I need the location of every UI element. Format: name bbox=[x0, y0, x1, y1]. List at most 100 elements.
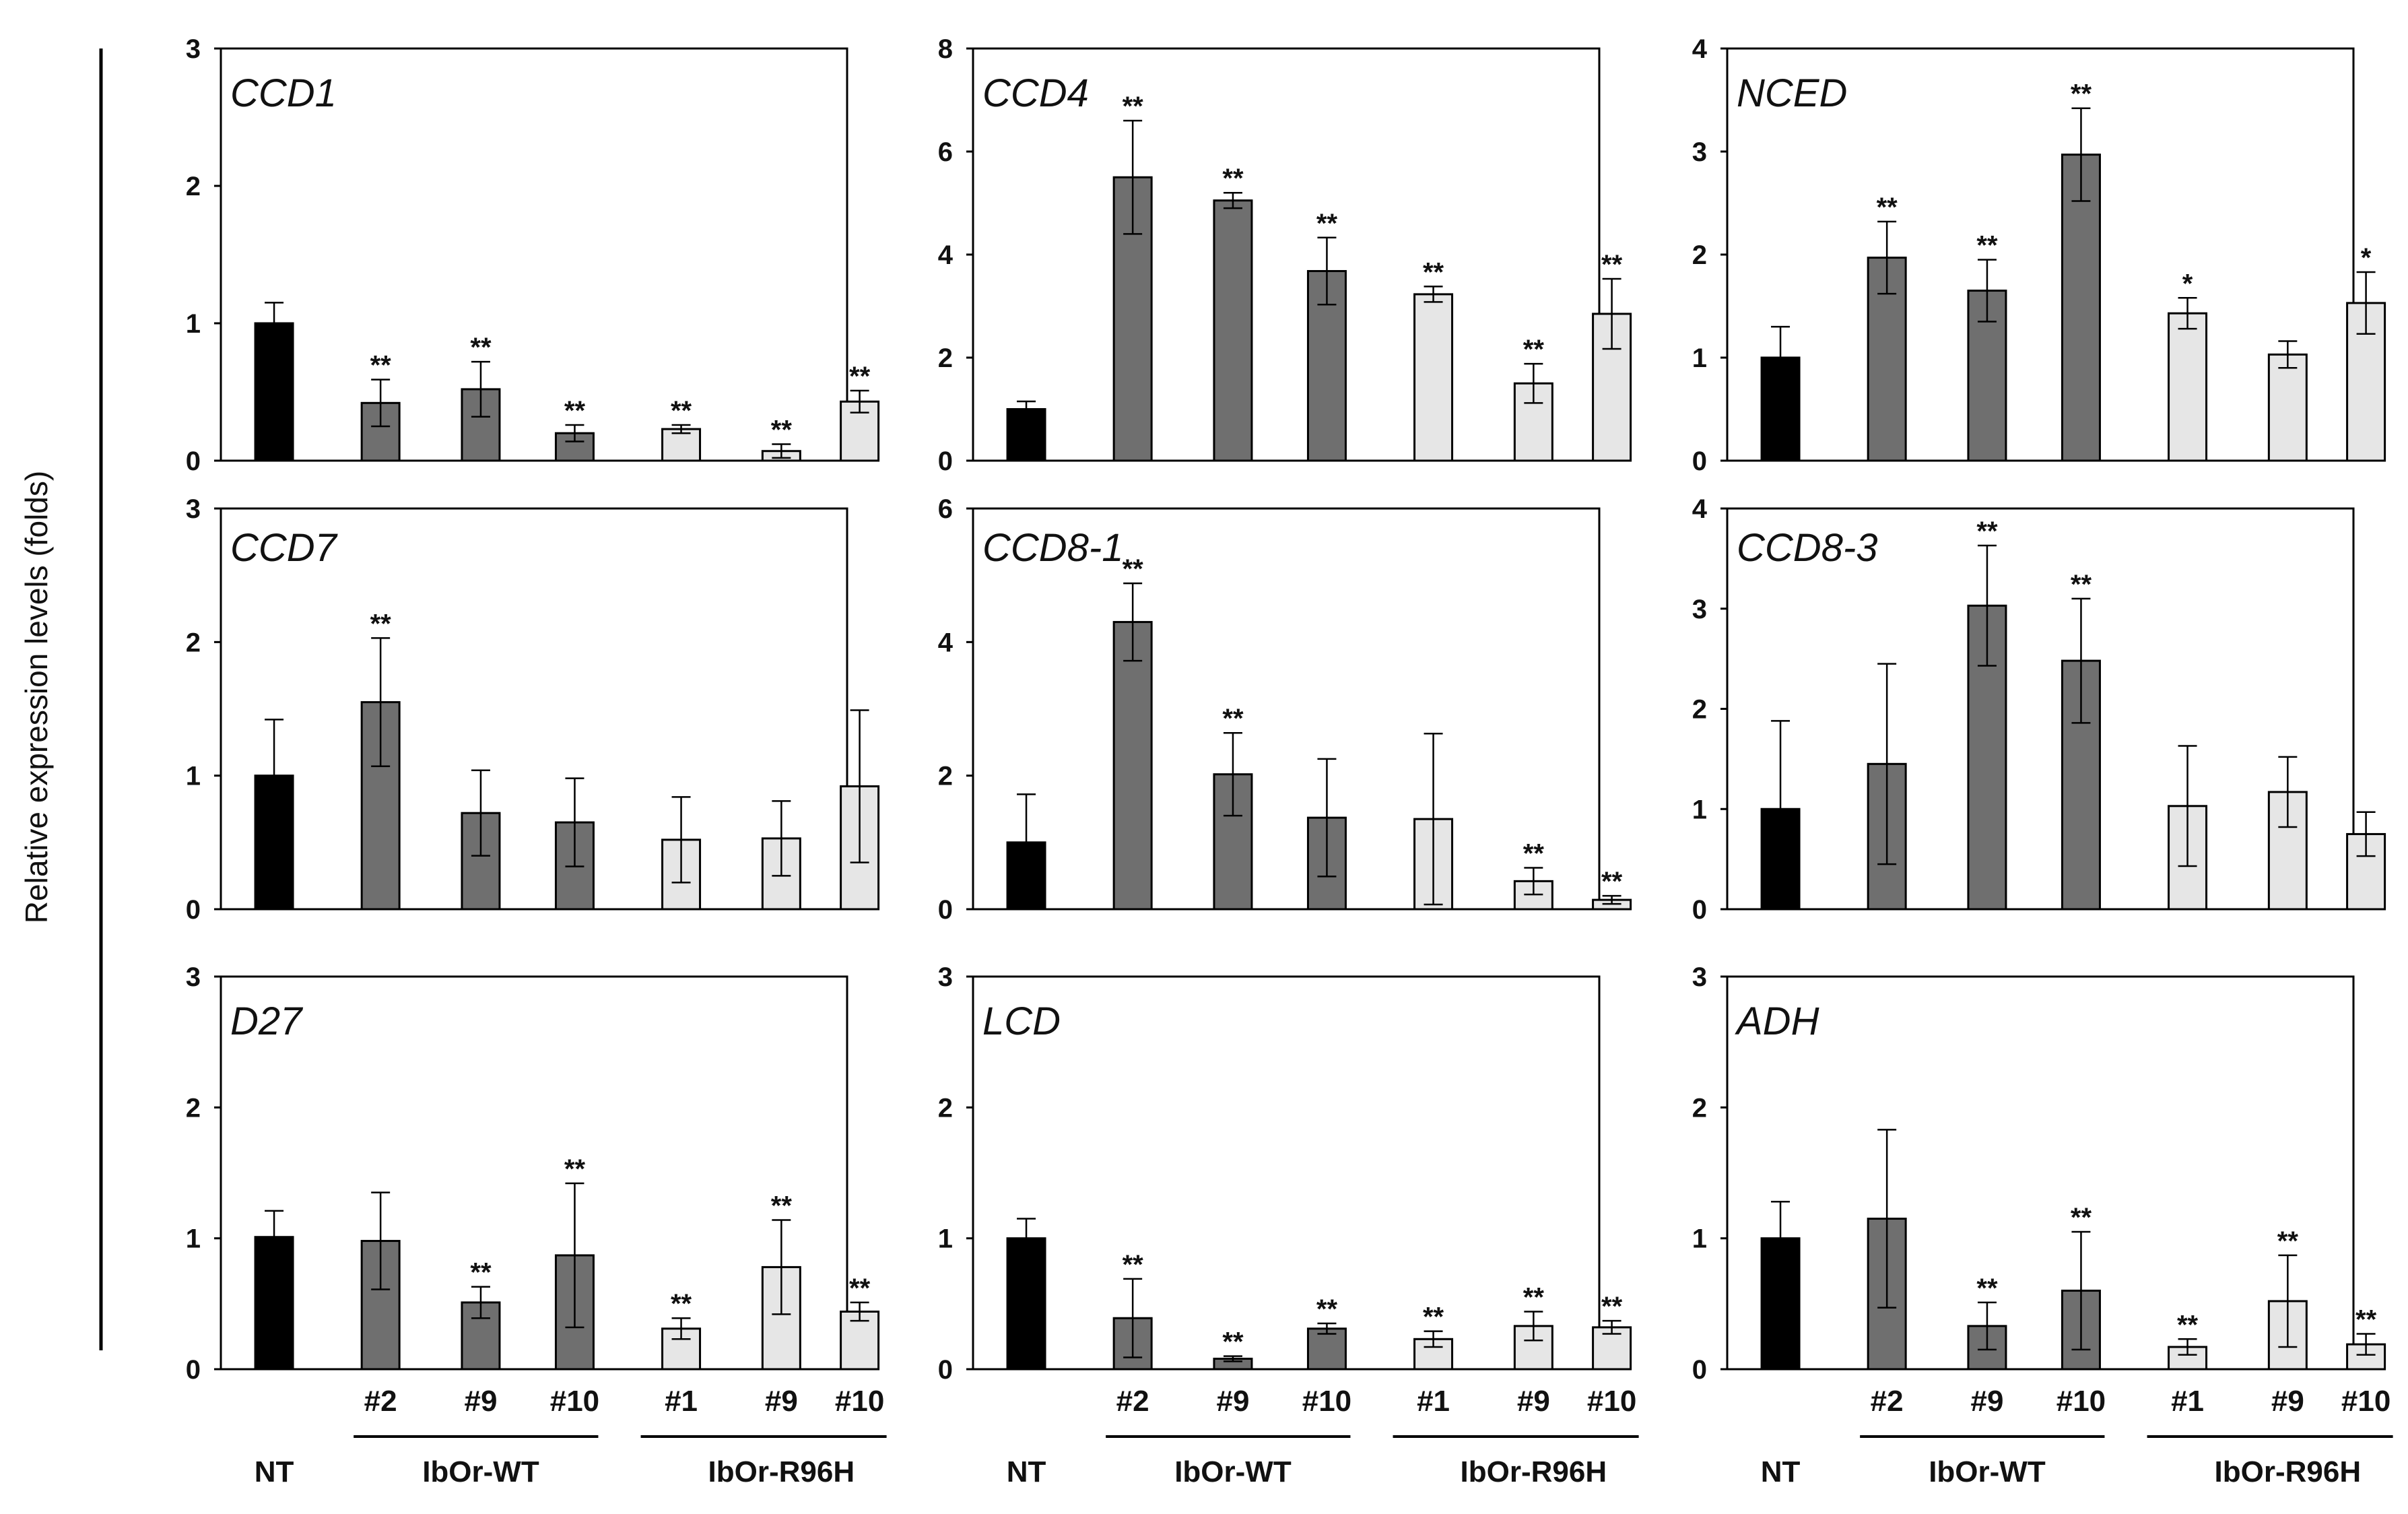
category-label: #2 bbox=[1116, 1385, 1149, 1418]
significance-marker: ** bbox=[1222, 704, 1244, 733]
y-tick-label: 4 bbox=[938, 628, 954, 657]
category-label: #1 bbox=[1417, 1385, 1450, 1418]
plot-frame-lcd bbox=[972, 975, 1601, 1371]
significance-marker: ** bbox=[2277, 1226, 2299, 1256]
panel-lcd: 0 1 2 3 LCD ** ** ** ** ** ** bbox=[938, 962, 1632, 1385]
y-tick-label: 2 bbox=[186, 628, 201, 657]
category-label: #9 bbox=[1970, 1385, 2003, 1418]
category-label: #10 bbox=[2056, 1385, 2106, 1418]
significance-marker: ** bbox=[1222, 164, 1244, 193]
significance-marker: ** bbox=[1976, 517, 1998, 546]
category-label: #1 bbox=[2171, 1385, 2204, 1418]
y-tick-label: 6 bbox=[938, 494, 953, 524]
significance-marker: ** bbox=[1123, 554, 1144, 584]
y-tick-label: 2 bbox=[938, 762, 953, 791]
category-label: #10 bbox=[1302, 1385, 1351, 1418]
category-label: #9 bbox=[1216, 1385, 1249, 1418]
significance-marker: ** bbox=[1523, 335, 1545, 364]
category-label: #10 bbox=[2341, 1385, 2390, 1418]
significance-marker: ** bbox=[470, 333, 492, 362]
category-label: #10 bbox=[1587, 1385, 1636, 1418]
y-tick-label: 0 bbox=[186, 895, 201, 925]
category-label: #10 bbox=[835, 1385, 884, 1418]
y-tick-label: 1 bbox=[1692, 1224, 1707, 1254]
group-label-nt: NT bbox=[255, 1455, 294, 1488]
group-label-wt: IbOr-WT bbox=[1929, 1455, 2046, 1488]
bar bbox=[1306, 1327, 1347, 1371]
y-axis-label: Relative expression levels (folds) bbox=[19, 471, 54, 923]
plot-frame-ccd1 bbox=[220, 47, 848, 462]
significance-marker: ** bbox=[671, 396, 692, 426]
bar bbox=[2168, 1346, 2208, 1371]
y-tick-label: 0 bbox=[1692, 895, 1707, 925]
significance-marker: ** bbox=[771, 416, 793, 445]
bar bbox=[1213, 199, 1253, 462]
significance-marker: ** bbox=[2177, 1310, 2199, 1340]
significance-marker: ** bbox=[1316, 209, 1338, 238]
panel-ccd7: 0 1 2 3 CCD7 ** bbox=[186, 494, 880, 925]
y-tick-label: 0 bbox=[186, 447, 201, 476]
category-label: #10 bbox=[550, 1385, 599, 1418]
significance-marker: ** bbox=[2071, 1203, 2092, 1232]
significance-marker: ** bbox=[370, 609, 392, 638]
y-tick-label: 0 bbox=[938, 447, 953, 476]
category-label: #9 bbox=[464, 1385, 497, 1418]
plot-frame-ccd8-3 bbox=[1726, 507, 2355, 911]
significance-marker: ** bbox=[1601, 867, 1623, 896]
x-axis-labels-group: #2 #9 #10 #1 #9 #10 NT IbOr-WT IbOr-R96H #2 #9 #10 #… bbox=[255, 1385, 2393, 1488]
significance-marker: ** bbox=[771, 1191, 793, 1220]
y-tick-label: 0 bbox=[938, 1355, 953, 1385]
bar bbox=[661, 428, 702, 462]
gene-title: CCD8-1 bbox=[982, 526, 1124, 570]
bar bbox=[1413, 293, 1454, 462]
y-tick-label: 0 bbox=[186, 1355, 201, 1385]
plot-frame-ccd7 bbox=[220, 507, 848, 911]
y-tick-label: 1 bbox=[938, 1224, 953, 1254]
gene-title: ADH bbox=[1735, 999, 1819, 1043]
significance-marker: ** bbox=[1123, 1250, 1144, 1280]
significance-marker: ** bbox=[564, 1154, 586, 1184]
category-label: #9 bbox=[765, 1385, 798, 1418]
gene-title: NCED bbox=[1737, 71, 1847, 115]
y-tick-label: 2 bbox=[938, 343, 953, 373]
significance-marker: ** bbox=[1523, 1282, 1545, 1312]
plot-frame-d27 bbox=[220, 975, 848, 1371]
y-tick-label: 0 bbox=[1692, 1355, 1707, 1385]
significance-marker: ** bbox=[1877, 193, 1898, 222]
gene-title: LCD bbox=[982, 999, 1061, 1043]
gene-title: CCD7 bbox=[230, 526, 339, 570]
bar bbox=[2168, 312, 2208, 462]
y-tick-label: 2 bbox=[1692, 1093, 1707, 1123]
group-label-r96h: IbOr-R96H bbox=[708, 1455, 855, 1488]
panel-ccd8-3: 0 1 2 3 4 CCD8-3 ** ** bbox=[1692, 494, 2386, 925]
y-tick-label: 2 bbox=[1692, 695, 1707, 725]
y-tick-label: 2 bbox=[938, 1093, 953, 1123]
bar bbox=[1006, 1237, 1046, 1371]
plot-frame-ccd4 bbox=[972, 47, 1601, 462]
panel-d27: 0 1 2 3 D27 ** ** ** ** ** bbox=[186, 962, 880, 1385]
significance-marker: ** bbox=[370, 351, 392, 381]
y-tick-label: 3 bbox=[186, 962, 201, 992]
category-label: #2 bbox=[1871, 1385, 1904, 1418]
significance-marker: ** bbox=[2071, 570, 2092, 599]
gene-title: D27 bbox=[230, 999, 304, 1043]
y-tick-label: 3 bbox=[1692, 137, 1707, 167]
y-tick-label: 3 bbox=[186, 34, 201, 64]
panel-ccd4: 0 2 4 6 8 CCD4 ** ** ** ** ** ** bbox=[938, 34, 1632, 476]
y-tick-label: 2 bbox=[186, 172, 201, 201]
panel-ccd1: 0 1 2 3 CCD1 ** ** ** ** ** ** bbox=[186, 34, 880, 476]
significance-marker: ** bbox=[2071, 79, 2092, 109]
significance-marker: ** bbox=[1222, 1327, 1244, 1357]
group-label-nt: NT bbox=[1007, 1455, 1046, 1488]
significance-marker: ** bbox=[1123, 92, 1144, 121]
significance-marker: ** bbox=[1316, 1294, 1338, 1324]
group-label-r96h: IbOr-R96H bbox=[1461, 1455, 1607, 1488]
bar bbox=[1112, 621, 1153, 911]
y-tick-label: 1 bbox=[1692, 795, 1707, 824]
significance-marker: ** bbox=[1423, 1303, 1444, 1332]
significance-marker: ** bbox=[671, 1289, 692, 1319]
significance-marker: ** bbox=[1601, 1292, 1623, 1321]
group-label-wt: IbOr-WT bbox=[422, 1455, 539, 1488]
category-label: #9 bbox=[1517, 1385, 1550, 1418]
